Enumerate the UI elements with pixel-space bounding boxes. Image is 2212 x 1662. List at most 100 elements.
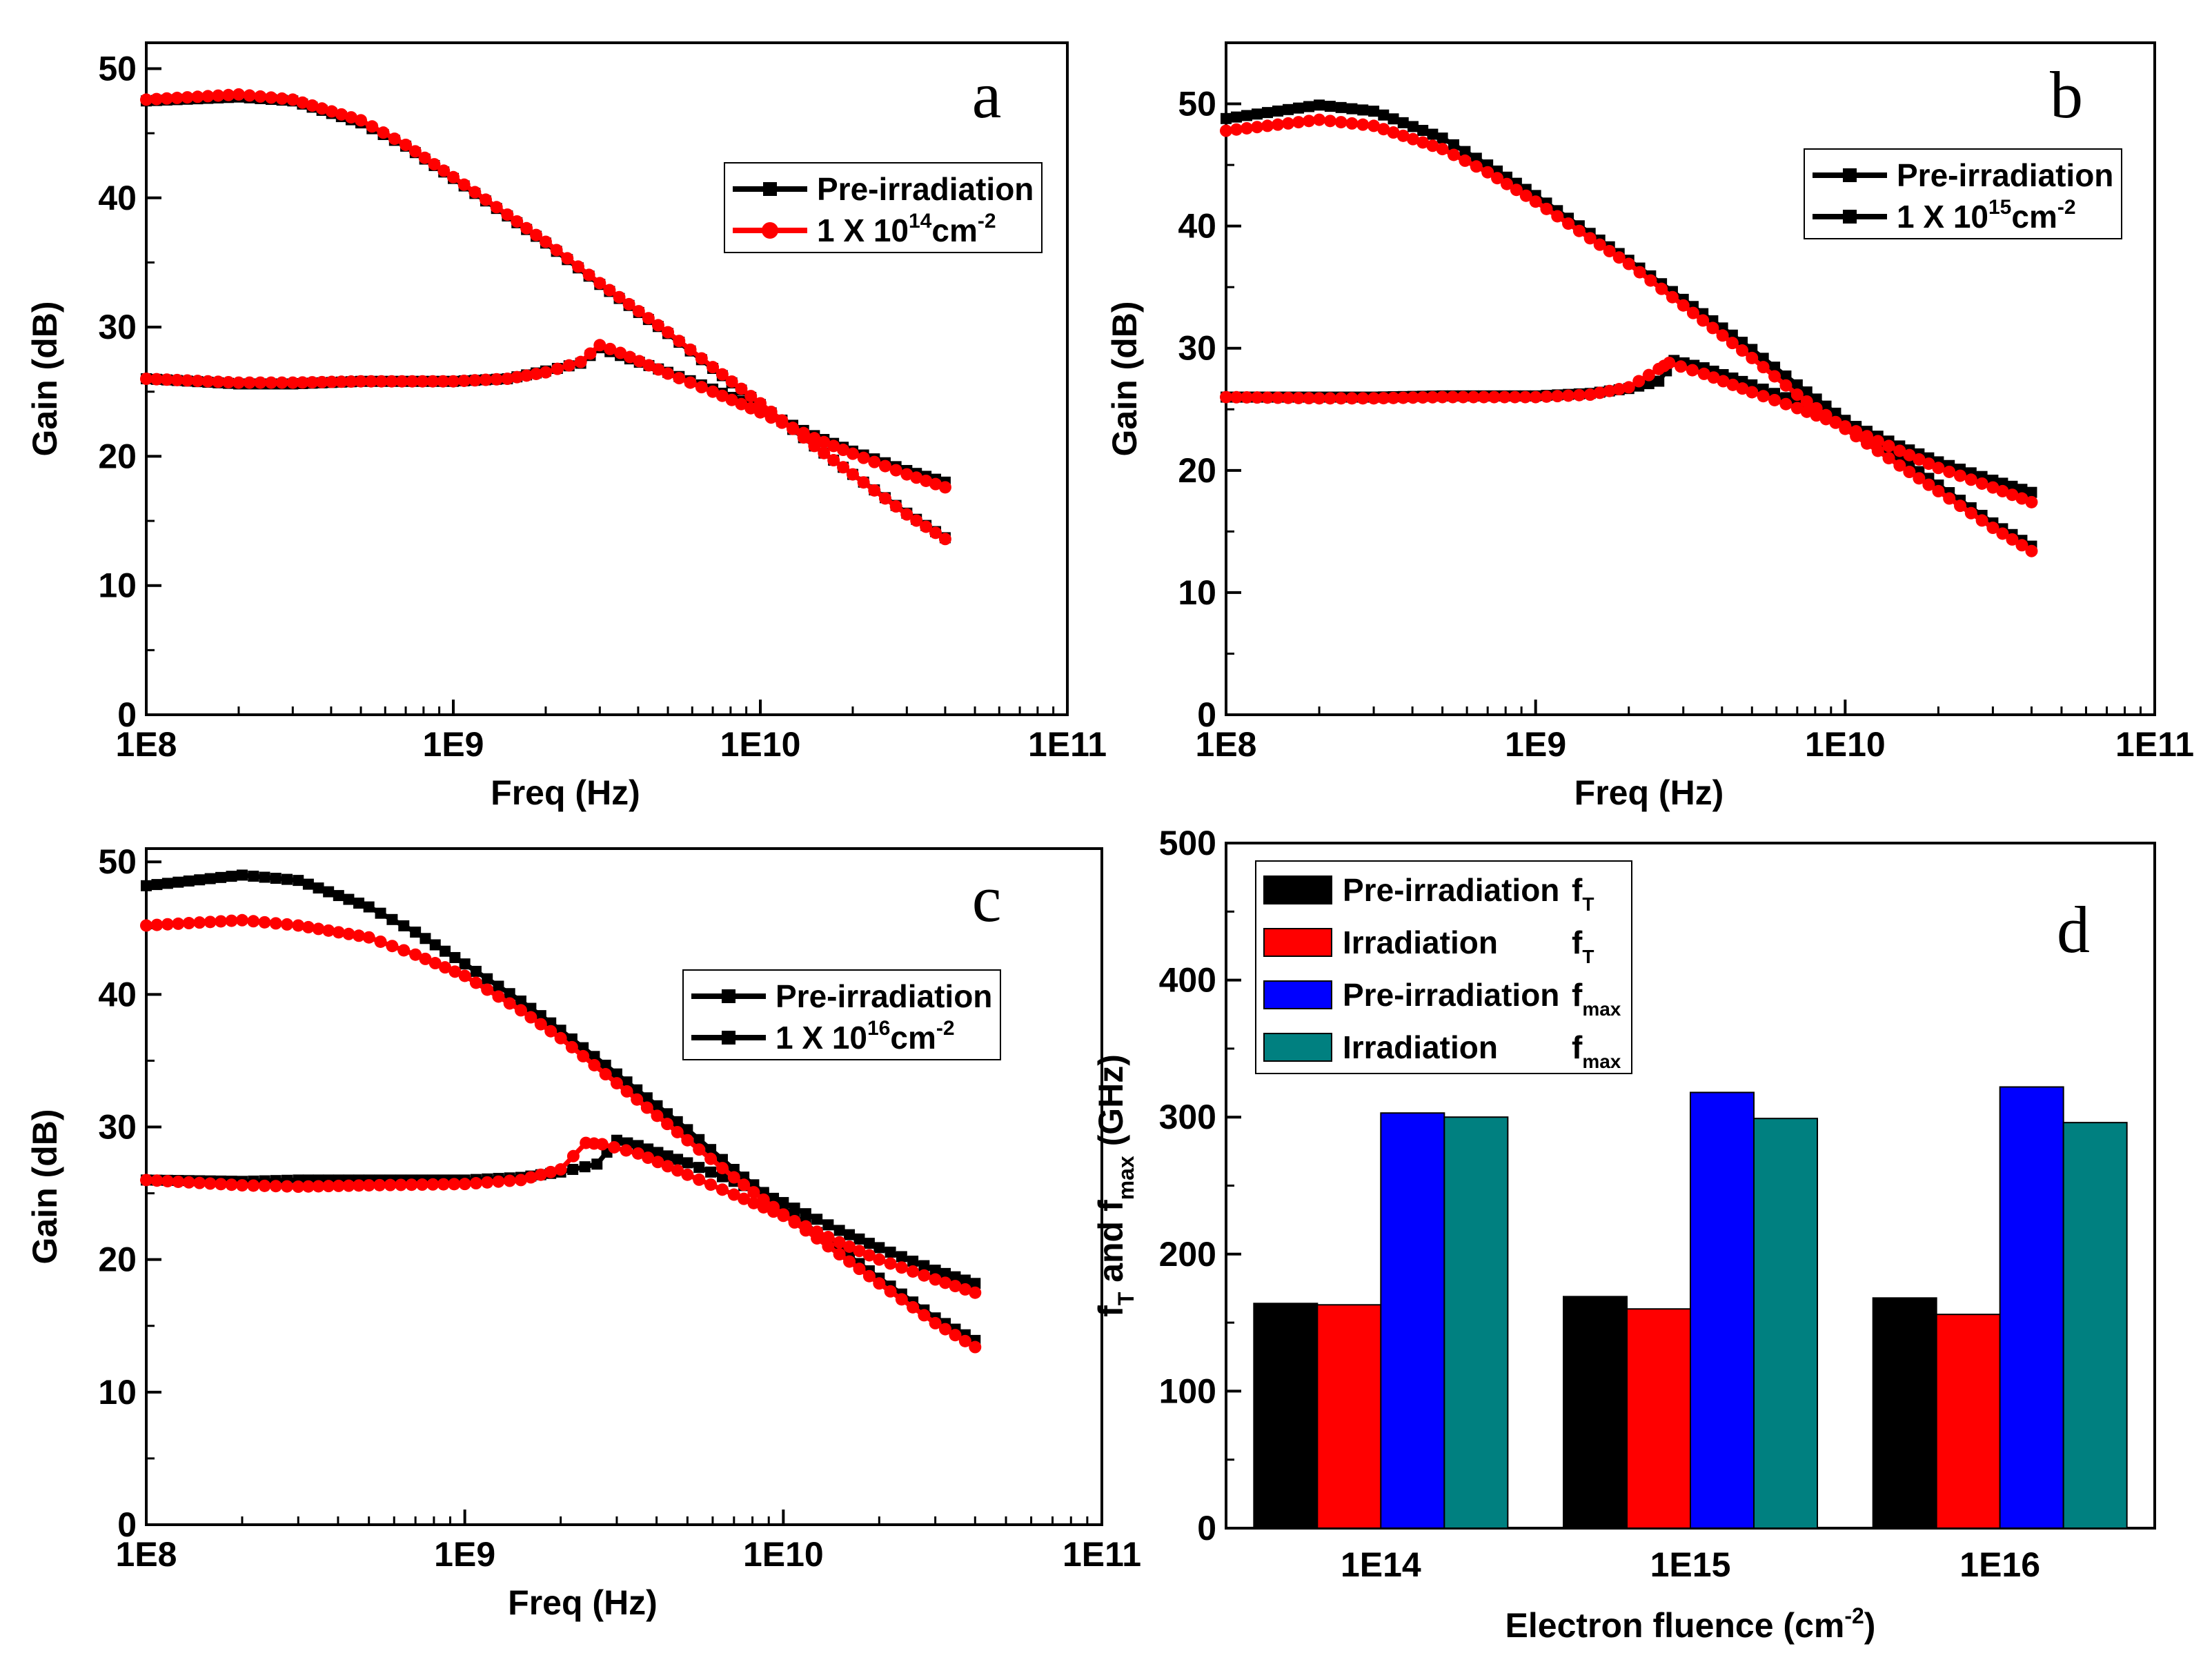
data-point <box>918 1260 930 1272</box>
data-point <box>160 373 173 386</box>
data-point <box>608 1140 621 1154</box>
y-tick-label: 30 <box>98 308 137 346</box>
chart-panel-c: 1E8 1E9 1E10 1E11 0 10 20 30 40 50 Freq (Hz) Gain (… <box>26 842 1141 1622</box>
data-point <box>593 339 606 352</box>
data-point <box>1882 452 1895 465</box>
data-point <box>1220 390 1232 404</box>
data-point <box>705 1144 717 1156</box>
data-point <box>554 1163 567 1176</box>
data-point <box>1357 104 1369 116</box>
data-point <box>1230 390 1243 404</box>
data-point <box>501 373 514 385</box>
data-point <box>910 514 923 527</box>
data-point <box>1780 370 1792 382</box>
data-point <box>1932 462 1945 475</box>
legend-swatch <box>1263 928 1332 957</box>
data-point <box>344 111 357 124</box>
bar <box>1316 1304 1382 1529</box>
data-point <box>1871 435 1884 448</box>
data-point <box>599 1068 612 1081</box>
y-axis-title-part: f <box>1092 1305 1130 1317</box>
data-point <box>375 375 388 388</box>
data-point <box>1850 425 1863 438</box>
legend-superscript: -2 <box>978 210 996 233</box>
legend-label: Pre-irradiation <box>1343 977 1559 1013</box>
data-point <box>342 1179 355 1192</box>
data-point <box>1953 469 1966 482</box>
data-point <box>885 1246 896 1258</box>
data-point <box>818 446 831 459</box>
data-point <box>306 99 319 112</box>
data-point <box>1975 514 1988 527</box>
data-point <box>1446 390 1459 404</box>
data-point <box>243 376 256 389</box>
x-axis-title: Freq (Hz) <box>508 1583 658 1622</box>
data-point <box>671 1125 684 1138</box>
data-point <box>418 151 431 164</box>
data-point <box>682 1157 693 1169</box>
data-point <box>673 372 686 385</box>
data-point <box>332 926 345 939</box>
data-point <box>141 880 152 891</box>
data-point <box>150 92 163 106</box>
data-point <box>642 359 655 372</box>
data-point <box>969 1341 982 1354</box>
data-point <box>1282 391 1295 404</box>
data-point <box>447 170 460 184</box>
data-point <box>364 375 377 388</box>
data-point <box>1622 381 1635 394</box>
data-point <box>1572 224 1586 237</box>
data-point <box>397 944 411 957</box>
data-point <box>1427 128 1439 140</box>
data-point <box>302 920 315 933</box>
data-point <box>969 1278 981 1289</box>
data-point <box>958 1334 971 1347</box>
data-point <box>355 375 368 388</box>
data-point <box>469 976 482 989</box>
data-point <box>140 373 152 385</box>
data-point <box>725 375 738 388</box>
data-point <box>247 915 260 928</box>
data-point <box>151 879 163 891</box>
data-point <box>1313 392 1326 405</box>
data-point <box>715 368 729 381</box>
data-point <box>900 508 914 521</box>
data-point <box>1367 392 1381 405</box>
data-point <box>652 1147 664 1158</box>
series-line <box>146 872 977 1343</box>
data-point <box>738 1192 751 1205</box>
y-axis-title: fT and fmax (GHz) <box>1092 1054 1138 1317</box>
data-point <box>969 1286 982 1299</box>
data-point <box>1367 119 1381 132</box>
data-point <box>385 375 398 388</box>
data-point <box>800 1208 811 1220</box>
data-point <box>1368 106 1380 117</box>
data-point <box>1642 368 1655 382</box>
data-point <box>857 451 870 464</box>
legend-label: Pre-irradiation <box>776 978 992 1014</box>
data-point <box>2026 486 2037 498</box>
data-point <box>673 335 686 348</box>
data-point <box>833 1225 845 1236</box>
data-point <box>853 1245 866 1258</box>
data-point <box>1943 465 1956 478</box>
data-point <box>490 201 503 214</box>
data-point <box>1323 115 1336 128</box>
data-point <box>1603 244 1616 257</box>
data-point <box>1801 386 1813 398</box>
data-point <box>1500 177 1513 190</box>
data-point <box>738 1178 751 1191</box>
data-point <box>1633 266 1646 279</box>
data-point <box>900 468 914 481</box>
data-point <box>281 1180 294 1193</box>
data-point <box>949 1280 962 1293</box>
data-point <box>1334 392 1347 405</box>
data-point <box>693 1143 706 1156</box>
data-point <box>1893 459 1906 472</box>
y-axis-title: Gain (dB) <box>26 301 64 457</box>
data-point <box>661 1160 674 1173</box>
data-point <box>1540 390 1553 403</box>
data-point <box>439 961 452 974</box>
y-tick-label: 400 <box>1159 961 1216 1000</box>
y-tick-label: 20 <box>98 1240 137 1279</box>
